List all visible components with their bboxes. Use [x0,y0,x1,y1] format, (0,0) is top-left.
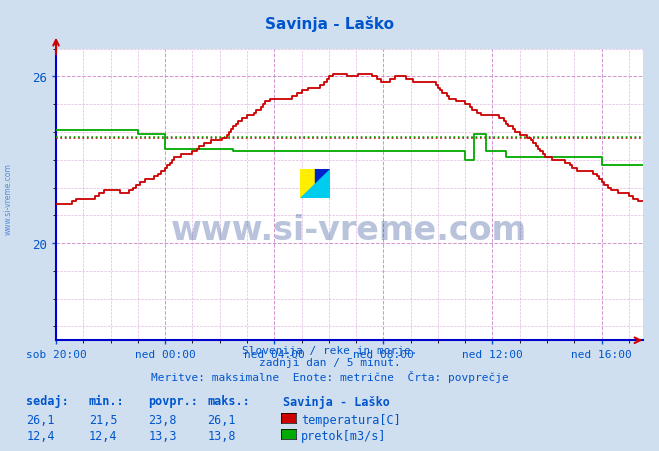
Text: povpr.:: povpr.: [148,395,198,408]
Text: zadnji dan / 5 minut.: zadnji dan / 5 minut. [258,358,401,368]
Text: Savinja - Laško: Savinja - Laško [283,395,390,408]
Text: pretok[m3/s]: pretok[m3/s] [301,429,387,442]
Text: 23,8: 23,8 [148,413,177,426]
Text: Meritve: maksimalne  Enote: metrične  Črta: povprečje: Meritve: maksimalne Enote: metrične Črta… [151,370,508,382]
Text: www.si-vreme.com: www.si-vreme.com [171,213,527,246]
Text: 26,1: 26,1 [208,413,236,426]
Text: min.:: min.: [89,395,125,408]
Text: Savinja - Laško: Savinja - Laško [265,16,394,32]
Text: www.si-vreme.com: www.si-vreme.com [3,162,13,235]
Bar [300,169,315,198]
Text: temperatura[C]: temperatura[C] [301,413,401,426]
Text: 26,1: 26,1 [26,413,55,426]
Text: Slovenija / reke in morje.: Slovenija / reke in morje. [242,345,417,355]
Text: 21,5: 21,5 [89,413,117,426]
Text: 12,4: 12,4 [26,429,55,442]
Text: maks.:: maks.: [208,395,250,408]
Text: sedaj:: sedaj: [26,395,69,408]
Text: 13,3: 13,3 [148,429,177,442]
Polygon shape [300,169,330,198]
Bar [315,169,330,198]
Text: 12,4: 12,4 [89,429,117,442]
Text: 13,8: 13,8 [208,429,236,442]
